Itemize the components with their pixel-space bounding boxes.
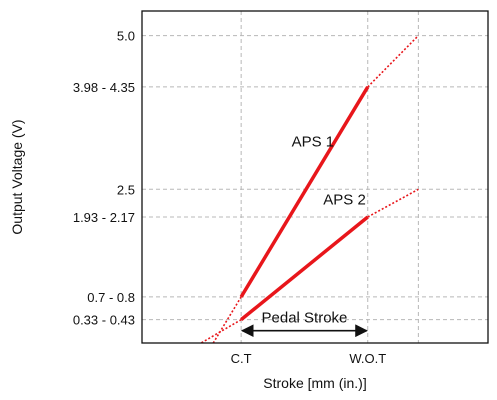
plot-frame	[141, 10, 489, 344]
series-1-dotted-end	[367, 35, 419, 88]
series-1-line	[239, 86, 370, 298]
series-layer: APS 1 APS 2	[200, 35, 419, 344]
x-tick-label: W.O.T	[349, 351, 386, 366]
pedal-stroke-label: Pedal Stroke	[262, 310, 348, 327]
series-2-line	[240, 215, 369, 321]
y-tick-label: 0.33 - 0.43	[73, 313, 135, 328]
x-tick-label: C.T	[231, 351, 252, 366]
y-axis-title: Output Voltage (V)	[9, 119, 25, 234]
series-2-label: APS 2	[323, 192, 366, 209]
tick-layer: 5.0 3.98 - 4.35 2.5 1.93 - 2.17 0.7 - 0.8 0.3…	[73, 29, 386, 366]
series-2-dotted-end	[367, 188, 419, 218]
y-tick-label: 5.0	[117, 29, 135, 44]
series-2-dotted-start	[200, 318, 242, 344]
annotation-layer: Pedal Stroke	[240, 310, 369, 338]
x-axis-title: Stroke [mm (in.)]	[263, 375, 366, 391]
y-tick-label: 2.5	[117, 182, 135, 197]
series-1-dotted-start	[212, 296, 242, 344]
y-tick-label: 0.7 - 0.8	[87, 290, 135, 305]
y-tick-label: 1.93 - 2.17	[73, 210, 135, 225]
grid-layer	[142, 11, 488, 343]
series-1-label: APS 1	[292, 133, 335, 150]
y-tick-label: 3.98 - 4.35	[73, 80, 135, 95]
